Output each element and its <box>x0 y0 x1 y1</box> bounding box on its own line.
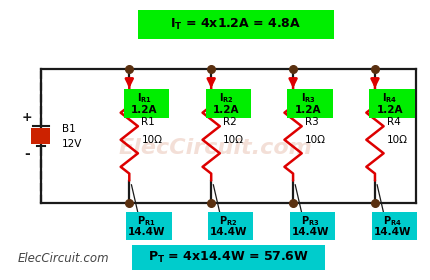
FancyBboxPatch shape <box>289 212 335 240</box>
FancyBboxPatch shape <box>132 245 324 270</box>
FancyBboxPatch shape <box>371 212 416 240</box>
Text: 14.4W: 14.4W <box>127 227 165 237</box>
Text: 10Ω: 10Ω <box>223 135 244 145</box>
FancyBboxPatch shape <box>207 212 253 240</box>
Text: 14.4W: 14.4W <box>291 227 329 237</box>
Text: I$_{\mathregular{R4}}$: I$_{\mathregular{R4}}$ <box>381 91 397 105</box>
FancyBboxPatch shape <box>369 89 414 118</box>
Text: 10Ω: 10Ω <box>141 135 162 145</box>
FancyBboxPatch shape <box>126 212 171 240</box>
Text: ElecCircuit.com: ElecCircuit.com <box>118 138 312 158</box>
Text: 1.2A: 1.2A <box>294 105 321 115</box>
Text: R3: R3 <box>304 117 318 127</box>
Text: 1.2A: 1.2A <box>376 105 402 115</box>
Text: +: + <box>22 111 32 124</box>
Text: 1.2A: 1.2A <box>131 105 157 115</box>
Text: 10Ω: 10Ω <box>386 135 407 145</box>
Text: R2: R2 <box>223 117 237 127</box>
Text: P$_{\mathregular{T}}$ = 4x14.4W = 57.6W: P$_{\mathregular{T}}$ = 4x14.4W = 57.6W <box>147 250 308 265</box>
Text: 14.4W: 14.4W <box>209 227 247 237</box>
Text: P$_{\mathregular{R4}}$: P$_{\mathregular{R4}}$ <box>382 214 401 228</box>
Text: -: - <box>24 147 30 161</box>
Text: ElecCircuit.com: ElecCircuit.com <box>17 253 109 265</box>
Text: 12V: 12V <box>61 139 82 149</box>
Text: 10Ω: 10Ω <box>304 135 326 145</box>
FancyBboxPatch shape <box>287 89 332 118</box>
Text: P$_{\mathregular{R2}}$: P$_{\mathregular{R2}}$ <box>219 214 237 228</box>
Text: P$_{\mathregular{R3}}$: P$_{\mathregular{R3}}$ <box>300 214 319 228</box>
Text: I$_{\mathregular{R2}}$: I$_{\mathregular{R2}}$ <box>218 91 233 105</box>
Text: P$_{\mathregular{R1}}$: P$_{\mathregular{R1}}$ <box>137 214 156 228</box>
Text: R4: R4 <box>386 117 400 127</box>
Text: I$_{\mathregular{T}}$ = 4x1.2A = 4.8A: I$_{\mathregular{T}}$ = 4x1.2A = 4.8A <box>170 17 301 32</box>
FancyBboxPatch shape <box>31 128 50 144</box>
FancyBboxPatch shape <box>123 89 169 118</box>
Text: I$_{\mathregular{R1}}$: I$_{\mathregular{R1}}$ <box>136 91 152 105</box>
Text: R1: R1 <box>141 117 155 127</box>
Text: 14.4W: 14.4W <box>372 227 410 237</box>
FancyBboxPatch shape <box>138 10 333 39</box>
Text: I$_{\mathregular{R3}}$: I$_{\mathregular{R3}}$ <box>300 91 315 105</box>
Text: 1.2A: 1.2A <box>212 105 239 115</box>
Text: B1: B1 <box>61 124 75 134</box>
FancyBboxPatch shape <box>205 89 251 118</box>
